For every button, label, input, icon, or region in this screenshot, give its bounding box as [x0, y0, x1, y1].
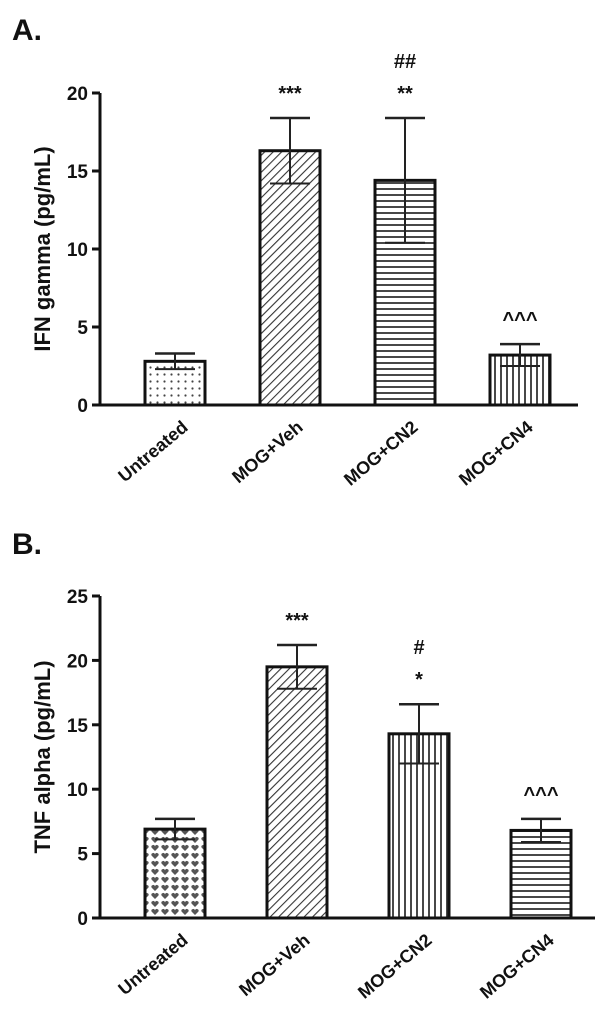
bar	[488, 353, 552, 407]
y-tick-label: 10	[67, 240, 88, 261]
bar	[258, 149, 322, 407]
x-category-label: MOG+CN2	[340, 417, 421, 490]
y-tick-label: 0	[77, 909, 88, 930]
panel-label: A.	[12, 14, 42, 47]
x-category-label: MOG+Veh	[228, 417, 306, 487]
y-axis-title: TNF alpha (pg/mL)	[30, 660, 55, 853]
significance-annotation: ##	[394, 51, 416, 73]
x-category-label: MOG+CN4	[476, 930, 557, 1003]
significance-annotation: ^^^	[523, 784, 558, 806]
y-tick-label: 25	[67, 587, 89, 608]
bar	[373, 178, 437, 407]
y-tick-label: 20	[67, 84, 88, 105]
tnf-alpha-bar-chart: B. TNF alpha (pg/mL) 0 5 10 15 20 25 Untreated MO…	[12, 528, 595, 1003]
x-category-label: MOG+CN2	[354, 930, 435, 1003]
bar-group	[258, 116, 322, 407]
significance-annotation: *	[415, 669, 423, 691]
y-tick-label: 5	[77, 318, 88, 339]
bar	[509, 828, 573, 920]
ifn-gamma-bar-chart: A. IFN gamma (pg/mL) 0 5 10 15 20 Untreated MOG+…	[12, 14, 578, 490]
x-category-label: Untreated	[114, 930, 191, 999]
y-tick-label: 15	[67, 162, 89, 183]
significance-annotation: #	[413, 637, 424, 659]
bar	[265, 665, 329, 920]
bar-group	[488, 342, 552, 407]
bar-group	[387, 702, 451, 920]
bar	[143, 827, 207, 920]
bar-group	[265, 643, 329, 920]
x-category-label: MOG+Veh	[235, 930, 313, 1000]
panel-label: B.	[12, 528, 42, 561]
bar-group	[143, 817, 207, 920]
significance-annotation: **	[397, 83, 413, 105]
y-tick-label: 0	[77, 396, 88, 417]
y-tick-label: 20	[67, 651, 88, 672]
y-tick-label: 5	[77, 845, 88, 866]
x-category-label: MOG+CN4	[455, 417, 536, 490]
panel-b-tnf-alpha-chart: B. TNF alpha (pg/mL) 0 5 10 15 20 25 Untreated MO…	[0, 516, 595, 1032]
significance-annotation: ***	[285, 610, 309, 632]
bar-group	[373, 116, 437, 407]
significance-annotation: ^^^	[502, 309, 537, 331]
y-tick-label: 15	[67, 716, 89, 737]
x-category-label: Untreated	[114, 417, 191, 486]
y-axis-title: IFN gamma (pg/mL)	[30, 146, 55, 351]
bar-group	[509, 817, 573, 920]
significance-annotation: ***	[278, 83, 302, 105]
bar	[387, 732, 451, 920]
y-tick-label: 10	[67, 780, 88, 801]
bar-group	[143, 352, 207, 407]
panel-a-ifn-gamma-chart: A. IFN gamma (pg/mL) 0 5 10 15 20 Untreated MOG+…	[12, 14, 578, 490]
